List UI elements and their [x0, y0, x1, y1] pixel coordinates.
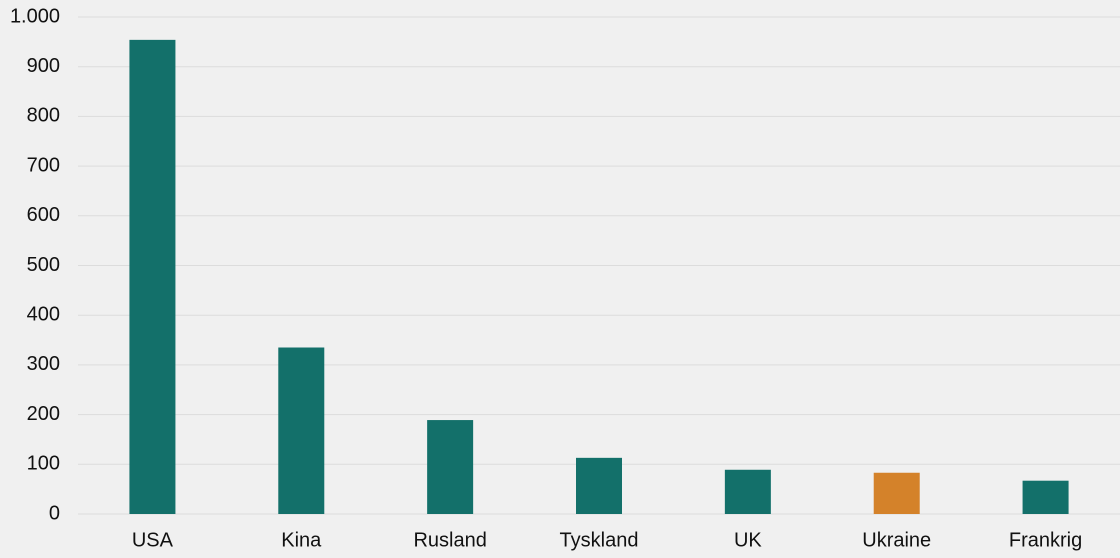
y-tick-label: 800 [27, 105, 60, 127]
y-tick-label: 300 [27, 353, 60, 375]
bar [1022, 480, 1069, 514]
bar [873, 472, 920, 514]
x-tick-label: UK [734, 529, 762, 551]
y-tick-label: 700 [27, 154, 60, 176]
x-tick-label: Kina [281, 529, 322, 551]
bar [427, 420, 474, 514]
bar [724, 469, 771, 514]
y-tick-label: 600 [27, 204, 60, 226]
y-tick-label: 900 [27, 55, 60, 77]
bar [576, 457, 622, 514]
y-tick-label: 0 [49, 502, 60, 524]
x-tick-label: Ukraine [862, 529, 931, 551]
bar [129, 39, 176, 514]
x-tick-label: USA [132, 529, 174, 551]
x-tick-label: Tyskland [560, 529, 639, 551]
y-tick-label: 400 [27, 303, 60, 325]
y-tick-label: 100 [27, 453, 60, 475]
y-tick-label: 1.000 [10, 5, 60, 27]
x-tick-label: Rusland [413, 529, 486, 551]
x-tick-label: Frankrig [1009, 529, 1082, 551]
y-tick-label: 500 [27, 254, 60, 276]
bar [278, 347, 325, 514]
y-tick-label: 200 [27, 403, 60, 425]
